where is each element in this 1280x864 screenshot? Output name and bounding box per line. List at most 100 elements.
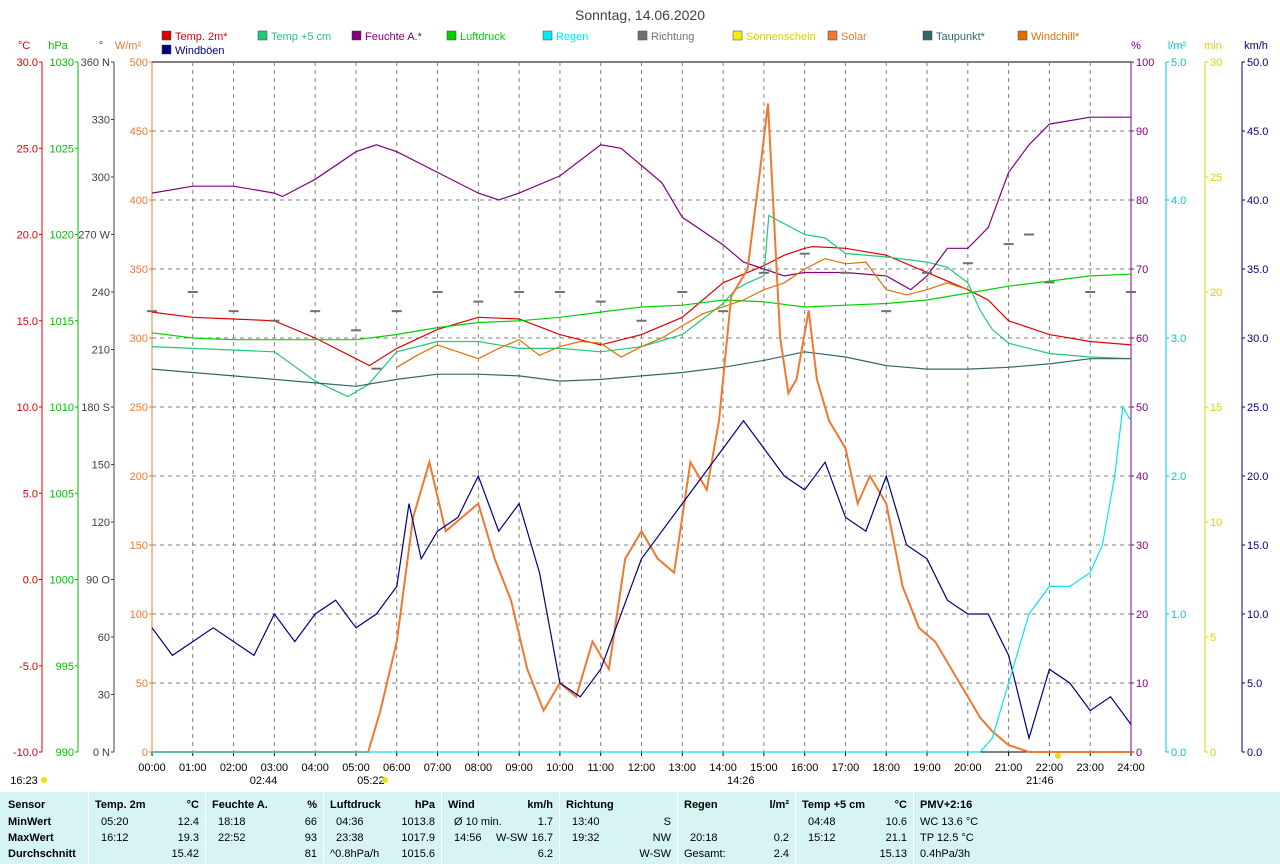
solar-axis-tick-label: 300 — [130, 333, 148, 345]
wind-axis-tick-label: 50.0 — [1247, 57, 1268, 69]
temp-axis-tick-label: 20.0 — [17, 230, 38, 242]
dir-axis-tick-label: 330 — [92, 115, 110, 127]
series-richtung-mark — [310, 310, 321, 313]
stats-col-wind: Wind km/h Ø 10 min. 1.7 14:56 W-SW 16.7 … — [442, 792, 559, 864]
dir-axis-tick-label: 60 — [98, 632, 110, 644]
solar-axis-unit: W/m² — [115, 40, 142, 52]
x-tick-label: 13:00 — [669, 762, 697, 774]
press-min-time: 04:36 — [336, 816, 364, 828]
legend-swatch — [351, 30, 362, 41]
press-axis-tick-label: 1005 — [50, 488, 74, 500]
series-taupunkt-line — [151, 351, 1131, 387]
wind-axis-tick-label: 40.0 — [1247, 195, 1268, 207]
series-richtung-mark — [799, 252, 810, 255]
hum-axis-tick-label: 40 — [1136, 471, 1148, 483]
x-tick-label: 21:00 — [995, 762, 1023, 774]
hum-max-time: 22:52 — [218, 832, 246, 844]
series-richtung-mark — [881, 310, 892, 313]
temp-min-value: 12.4 — [177, 816, 199, 828]
rain-axis-tick-label: 4.0 — [1171, 195, 1186, 207]
wind-axis-tick-label: 20.0 — [1247, 471, 1268, 483]
x-tick-label: 11:00 — [587, 762, 614, 774]
wind-max-direction: W-SW — [496, 832, 528, 844]
series-solar-line — [152, 103, 1131, 753]
x-tick-label: 00:00 — [138, 762, 166, 774]
temp-avg-value: 15.42 — [171, 848, 199, 860]
wind-axis-tick-label: 15.0 — [1247, 540, 1268, 552]
dir-avg-value: W-SW — [639, 848, 671, 860]
stats-col-sensor: Sensor MinWert MaxWert Durchschnitt — [0, 792, 88, 864]
legend-swatch — [161, 44, 172, 55]
legend-label: Taupunkt* — [936, 31, 986, 43]
legend-label: Temp +5 cm — [271, 31, 331, 43]
x-tick-label: 19:00 — [913, 762, 941, 774]
x-tick-label: 05:00 — [342, 762, 370, 774]
sunrise-label: 05:22 — [357, 775, 385, 787]
x-tick-label: 08:00 — [465, 762, 493, 774]
series-richtung-mark — [371, 367, 382, 370]
stats-unit-temp5: °C — [894, 799, 907, 811]
wind-axis-tick-label: 10.0 — [1247, 609, 1268, 621]
series-richtung-mark — [514, 291, 525, 293]
row-label-min: MinWert — [8, 816, 52, 828]
temp-axis-tick-label: 30.0 — [17, 57, 38, 69]
legend-label: Feuchte A.* — [365, 31, 423, 43]
series-richtung-mark — [718, 310, 729, 313]
wind-axis-tick-label: 30.0 — [1247, 333, 1268, 345]
x-tick-label: 10:00 — [546, 762, 574, 774]
hum-axis-unit: % — [1131, 40, 1141, 52]
press-axis-tick-label: 1025 — [50, 143, 74, 155]
series-richtung-mark — [1085, 291, 1096, 293]
hum-axis-tick-label: 20 — [1136, 609, 1148, 621]
stats-header-temp: Temp. 2m — [95, 799, 146, 811]
hum-axis-tick-label: 60 — [1136, 333, 1148, 345]
press-axis-tick-label: 1010 — [50, 402, 74, 414]
stats-unit-temp: °C — [186, 799, 199, 811]
row-label-max: MaxWert — [8, 832, 54, 844]
rain-axis-tick-label: 2.0 — [1171, 471, 1186, 483]
dir-axis-tick-label: 210 — [92, 345, 110, 357]
stats-unit-humidity: % — [307, 799, 317, 811]
hum-axis-tick-label: 80 — [1136, 195, 1148, 207]
press-axis-tick-label: 990 — [56, 747, 74, 759]
hum-max-value: 93 — [304, 832, 317, 844]
stats-header-wind: Wind — [448, 799, 475, 811]
dir-r1-value: S — [663, 816, 671, 828]
stats-header-pmv: PMV+2:16 — [920, 799, 973, 811]
press-axis-tick-label: 1030 — [50, 57, 74, 69]
series-richtung-mark — [1044, 281, 1055, 284]
press-max-value: 1017.9 — [401, 832, 435, 844]
solar-axis-tick-label: 400 — [130, 195, 148, 207]
stats-header-humidity: Feuchte A. — [212, 799, 268, 811]
dir-r2-time: 19:32 — [572, 832, 600, 844]
series-richtung-mark — [636, 319, 647, 322]
sun-axis-tick-label: 10 — [1210, 517, 1222, 529]
series-richtung-mark — [187, 291, 198, 293]
pmv-windchill: WC 13.6 °C — [920, 816, 979, 828]
sunrise-icon — [381, 777, 388, 783]
press-axis-unit: hPa — [48, 40, 68, 52]
wind-max-time: 14:56 — [454, 832, 482, 844]
press-avg-value: 1015.6 — [401, 848, 435, 860]
solar-axis-tick-label: 500 — [130, 57, 148, 69]
solar-axis-tick-label: 0 — [142, 747, 148, 759]
dir-r2-value: NW — [652, 832, 671, 844]
sun-axis-tick-label: 20 — [1210, 287, 1222, 299]
series-richtung-mark — [1003, 243, 1014, 246]
x-tick-label: 01:00 — [179, 762, 207, 774]
legend-swatch — [637, 30, 648, 41]
series-richtung-mark — [962, 262, 973, 265]
temp-axis-tick-label: 0.0 — [23, 575, 38, 587]
rain-axis-tick-label: 5.0 — [1171, 57, 1186, 69]
x-tick-label: 24:00 — [1117, 762, 1145, 774]
x-tick-label: 12:00 — [628, 762, 656, 774]
solar-axis-tick-label: 450 — [130, 126, 148, 138]
wind-avg10-label: Ø 10 min. — [454, 816, 502, 828]
hum-axis-tick-label: 100 — [1136, 57, 1154, 69]
stats-header-sensor: Sensor — [8, 799, 46, 811]
series-temp-2m-line — [151, 245, 1132, 367]
stats-col-humidity: Feuchte A. % 18:18 66 22:52 93 81 — [206, 792, 323, 864]
x-tick-label: 06:00 — [383, 762, 411, 774]
legend-swatch — [446, 30, 457, 41]
dir-axis-tick-label: 360 N — [81, 57, 110, 69]
